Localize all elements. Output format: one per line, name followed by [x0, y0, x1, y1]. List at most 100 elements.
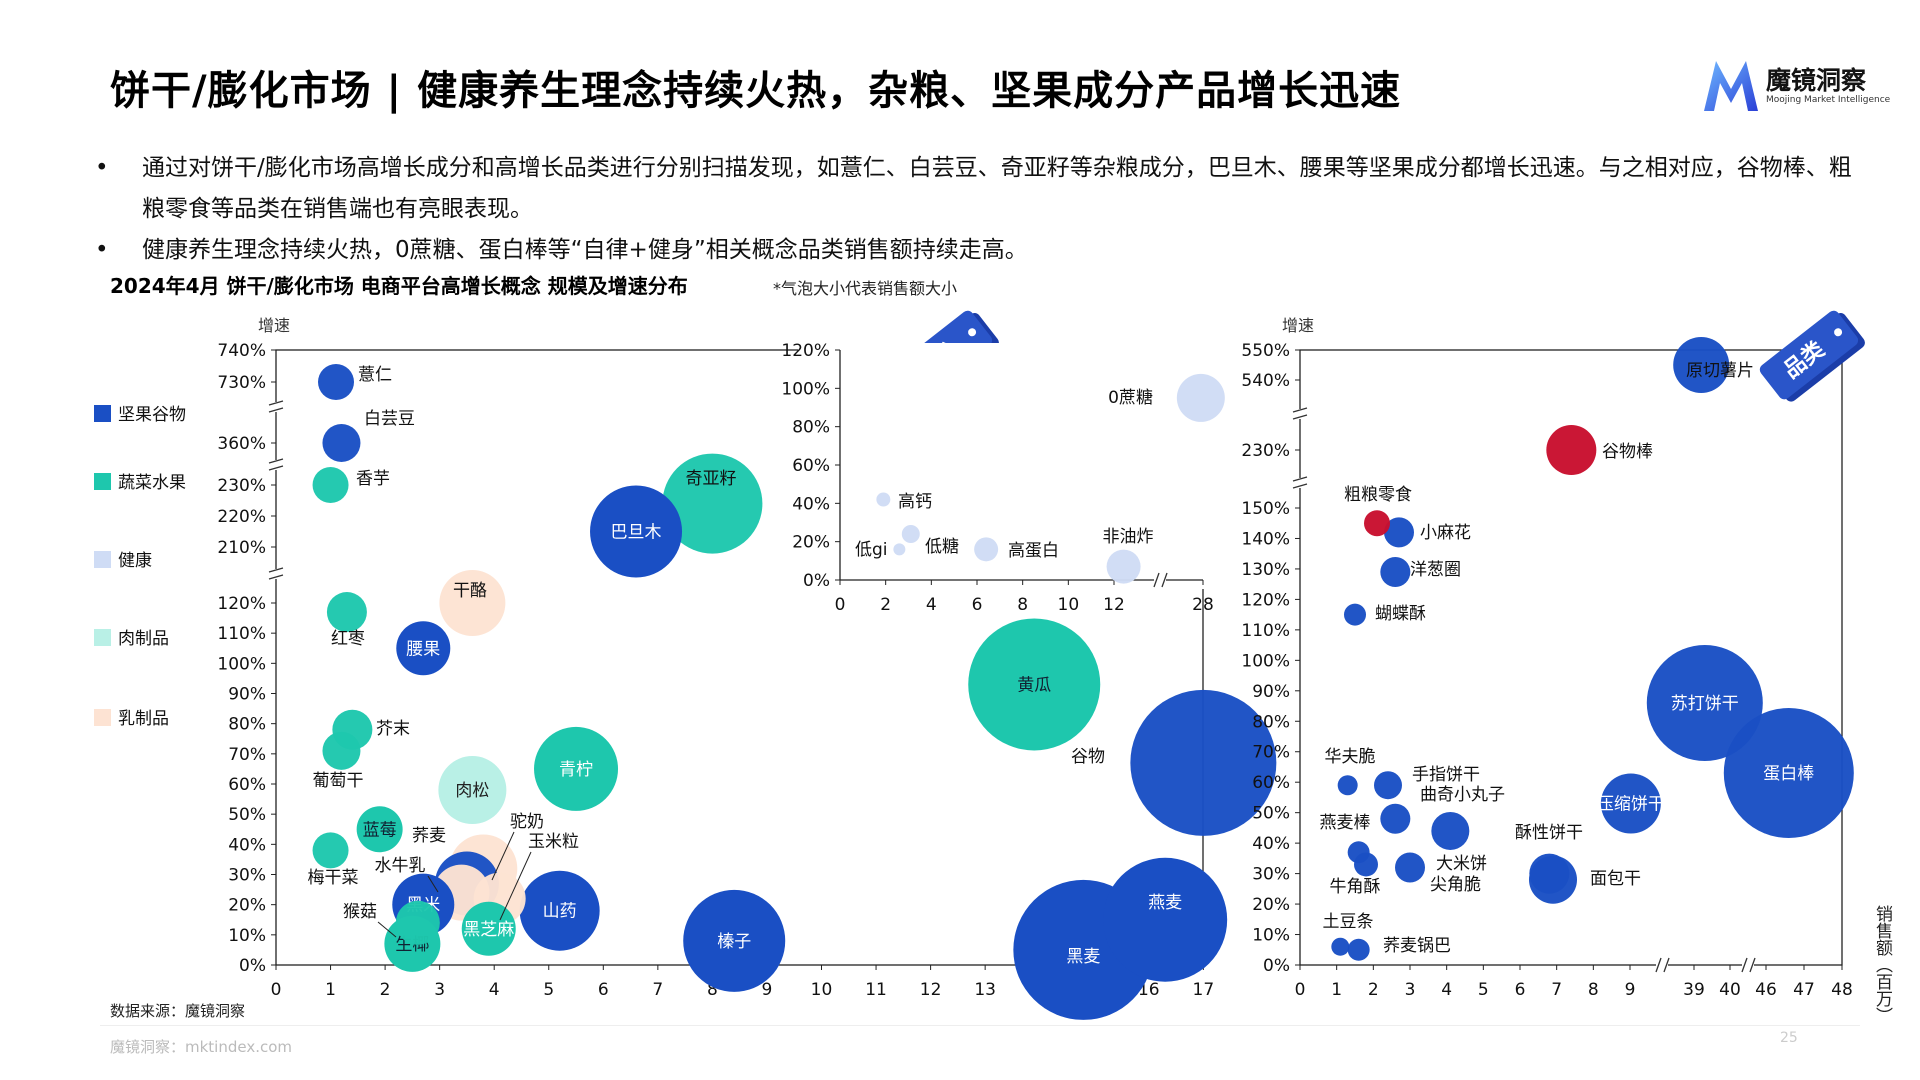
bubble: 华夫脆 [1325, 747, 1376, 796]
bullet-text: 通过对饼干/膨化市场高增长成分和高增长品类进行分别扫描发现，如薏仁、白芸豆、奇亚… [142, 155, 1852, 222]
bubble-label: 红枣 [331, 629, 365, 649]
bubble: 0蔗糖 [1108, 373, 1225, 422]
bubble-circle [519, 870, 600, 951]
bubble-circle [396, 621, 451, 676]
bubble: 谷物棒 [1546, 425, 1653, 475]
bubble-circle [1395, 852, 1425, 883]
bubble-size-note: *气泡大小代表销售额大小 [773, 279, 958, 298]
bubble-circle [1337, 775, 1358, 796]
inset-x-tick-label: 12 [1103, 595, 1125, 615]
axis-break-gap [270, 569, 282, 579]
logo-subtitle: Moojing Market Intelligence [1766, 95, 1891, 105]
bullet-item: • 通过对饼干/膨化市场高增长成分和高增长品类进行分别扫描发现，如薏仁、白芸豆、… [95, 148, 1855, 230]
bubble: 蓝莓 [356, 806, 403, 853]
bubble: 黄瓜 [968, 618, 1101, 751]
bubble: 薏仁 [318, 364, 392, 400]
bubble: 曲奇小丸子 [1380, 785, 1505, 834]
x-tick-label: 4 [1441, 980, 1452, 1000]
summary-bullets: • 通过对饼干/膨化市场高增长成分和高增长品类进行分别扫描发现，如薏仁、白芸豆、… [95, 148, 1855, 271]
y-tick-label: 0% [239, 956, 266, 976]
x-tick-label: 2 [1368, 980, 1379, 1000]
y-tick-label: 360% [217, 434, 266, 454]
bubble-label: 香芋 [356, 469, 390, 489]
x-tick-label: 40 [1719, 980, 1741, 1000]
y-tick-label: 40% [1252, 834, 1290, 854]
y-axis-title: 增速 [258, 316, 290, 335]
bubble-circle [395, 900, 440, 945]
bubble: 谷物 [1071, 689, 1277, 836]
chart-tag-hole [1834, 328, 1843, 337]
bubble-circle [1529, 853, 1570, 894]
bubble-label: 粗粮零食 [1344, 485, 1412, 505]
legend-swatch [94, 551, 111, 568]
bubble-label: 压缩饼干 [1597, 795, 1665, 815]
x-tick-label: 17 [1193, 980, 1215, 1000]
axis-break-mark [1292, 414, 1308, 420]
bubble-label: 蝴蝶酥 [1375, 604, 1426, 624]
bubble: 黑芝麻 [461, 901, 516, 956]
bubble: 低gi [855, 540, 906, 560]
x-tick-label: 6 [1515, 980, 1526, 1000]
bubble-label: 榛子 [717, 932, 751, 952]
bubble-label: 腰果 [406, 639, 440, 659]
axis-break-mark [268, 574, 284, 580]
y-tick-label: 120% [1241, 590, 1290, 610]
y-tick-label: 110% [217, 624, 266, 644]
axis-break-gap [270, 460, 282, 470]
bubble: 巴旦木 [590, 485, 683, 578]
inset-y-tick-label: 20% [792, 533, 830, 553]
leader-line [377, 921, 397, 938]
x-tick-label: 7 [652, 980, 663, 1000]
bullet-item: • 健康养生理念持续火热，0蔗糖、蛋白棒等“自律+健身”相关概念品类销售额持续走… [95, 230, 1855, 271]
bubble-label: 尖角脆 [1430, 875, 1481, 895]
x-tick-label: 47 [1793, 980, 1815, 1000]
x-tick-label: 0 [271, 980, 282, 1000]
x-tick-label: 9 [1625, 980, 1636, 1000]
footer-link[interactable]: 魔镜洞察：mktindex.com [110, 1038, 293, 1056]
x-tick-label: 10 [811, 980, 833, 1000]
bubble-label: 巴旦木 [611, 523, 662, 543]
axis-break-mark [268, 567, 284, 573]
bubble-label: 荞麦 [412, 826, 446, 846]
bubble-circle [1103, 857, 1228, 982]
bubble-circle [438, 756, 507, 825]
y-tick-label: 60% [228, 775, 266, 795]
legend-label: 蔬菜水果 [118, 473, 186, 493]
legend-item-dairy: 乳制品 [94, 704, 169, 729]
bubble-label: 葡萄干 [313, 771, 364, 791]
axis-break-mark [1292, 476, 1308, 482]
bubble: 苏打饼干 [1646, 644, 1763, 761]
inset-x-tick-label: 28 [1192, 595, 1214, 615]
bubble: 葡萄干 [313, 731, 364, 791]
leader-line [427, 875, 439, 893]
inset-y-tick-label: 40% [792, 494, 830, 514]
bubble: 高钙 [876, 492, 932, 512]
x-tick-label: 6 [598, 980, 609, 1000]
axis-break-mark [1655, 957, 1662, 973]
y-tick-label: 20% [228, 896, 266, 916]
x-tick-label: 46 [1755, 980, 1777, 1000]
bubble: 肉松 [438, 756, 507, 825]
inset-y-tick-label: 120% [781, 341, 830, 361]
x-tick-label: 3 [1405, 980, 1416, 1000]
bubble: 压缩饼干 [1597, 773, 1665, 834]
x-tick-label: 2 [380, 980, 391, 1000]
footer-divider [100, 1025, 1860, 1026]
bubble-label: 肉松 [455, 781, 489, 801]
bubble-circle [326, 592, 367, 633]
bubble-label: 驼奶 [510, 812, 544, 832]
bubble: 红枣 [326, 592, 367, 649]
bubble-label: 面包干 [1590, 869, 1641, 889]
y-tick-label: 130% [1241, 560, 1290, 580]
x-tick-label: 0 [1295, 980, 1306, 1000]
y-axis-title: 增速 [1282, 316, 1314, 335]
bubble-circle [1106, 549, 1141, 584]
bubble-label: 燕麦 [1148, 893, 1182, 913]
bubble-label: 梅干菜 [308, 868, 359, 888]
bubble: 洋葱圈 [1380, 556, 1461, 587]
x-tick-label: 7 [1551, 980, 1562, 1000]
bubble: 低糖 [901, 525, 959, 557]
chart-subtitle: 2024年4月 饼干/膨化市场 电商平台高增长概念 规模及增速分布 [110, 274, 688, 298]
bubble-label: 低gi [855, 540, 888, 560]
bubble: 荞麦锅巴 [1347, 936, 1451, 961]
